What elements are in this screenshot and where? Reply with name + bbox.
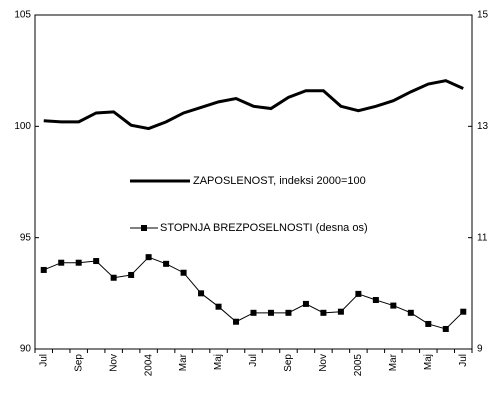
series-marker [128,271,135,278]
series-marker [442,325,449,332]
y2-tick-label: 15 [477,10,489,21]
series-marker [460,308,467,315]
x-tick-label: 2004 [143,354,154,377]
x-tick-label: 2005 [353,354,364,377]
x-tick-label: Maj [213,354,224,370]
plot-frame [34,14,473,350]
series-marker [355,290,362,297]
x-tick-label: Sep [283,354,294,372]
series-marker [198,290,205,297]
series-marker [372,297,379,304]
series-marker [425,320,432,327]
series-line [43,256,464,330]
y-tick-label: 105 [14,10,31,21]
series-line [43,79,464,131]
y2-tick-label: 13 [477,121,489,132]
series-marker [58,259,65,266]
series-marker [75,259,82,266]
series-marker [407,309,414,316]
series-marker [320,309,327,316]
x-tick-label: Sep [73,354,84,372]
x-tick-label: Mar [388,353,399,371]
x-tick-label: Nov [108,354,119,372]
series-marker [250,309,257,316]
y-tick-label: 100 [14,121,31,132]
y2-tick-label: 11 [477,232,488,243]
series-marker [302,300,309,307]
series-marker [145,254,152,261]
legend-marker [141,225,147,231]
series-marker [163,260,170,267]
y2-tick-label: 9 [477,344,483,355]
x-tick-label: Jul [38,354,49,367]
legend-label: STOPNJA BREZPOSELNOSTI (desna os) [160,222,368,234]
series-marker [110,274,117,281]
legend-label: ZAPOSLENOST, indeksi 2000=100 [193,175,366,187]
x-tick-label: Maj [423,354,434,370]
x-tick-label: Nov [318,354,329,372]
series-marker [267,309,274,316]
y-tick-label: 95 [20,232,32,243]
y-tick-label: 90 [20,344,32,355]
series-marker [93,258,100,265]
series-marker [40,266,47,273]
series-marker [390,302,397,309]
series-marker [215,303,222,310]
x-tick-label: Mar [178,353,189,371]
series-marker [337,308,344,315]
x-tick-label: Jul [458,354,469,367]
series-marker [285,309,292,316]
series-marker [180,269,187,276]
x-tick-label: Jul [248,354,259,367]
series-marker [233,318,240,325]
